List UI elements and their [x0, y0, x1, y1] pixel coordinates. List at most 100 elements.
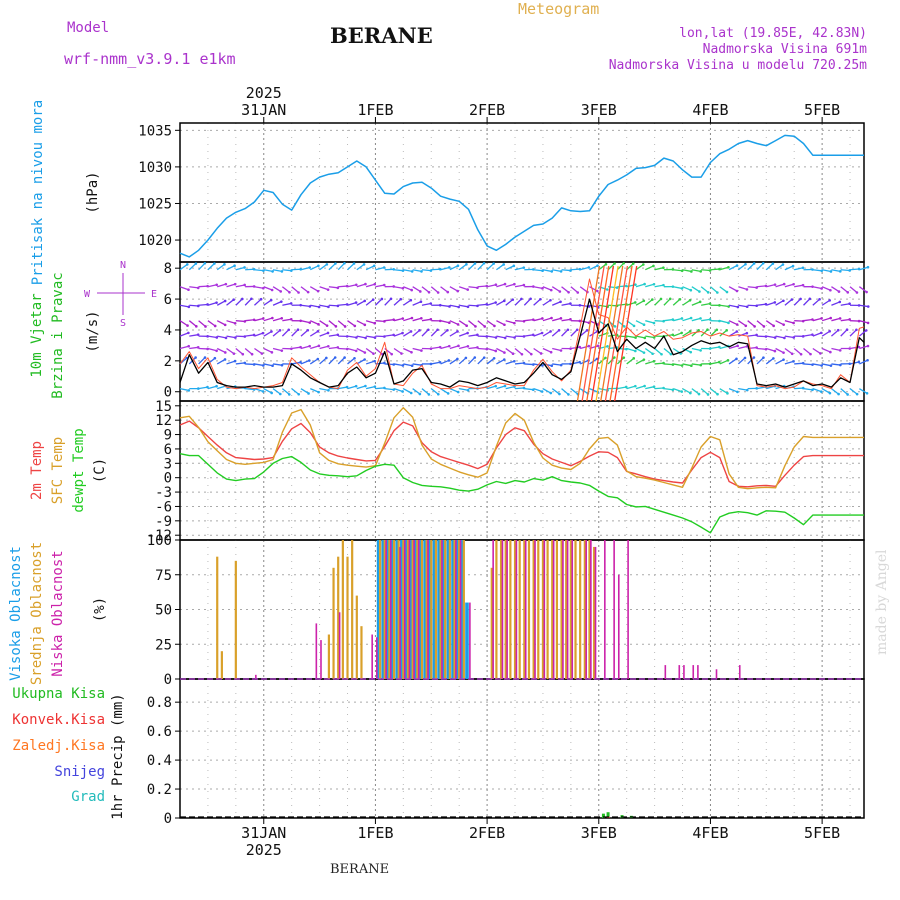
cloud-bar-srednja [555, 540, 558, 679]
wind-arrow [691, 317, 701, 322]
y-tick-label: -9 [155, 514, 172, 530]
wind-arrow [245, 334, 255, 337]
wind-arrow-head [223, 358, 227, 361]
cloud-bar-srednja [383, 540, 386, 679]
wind-arrow-head [708, 302, 712, 305]
cloud-bar-srednja [332, 567, 335, 679]
wind-arrow-head [652, 321, 656, 325]
wind-arrow-head [307, 392, 310, 395]
wind-arrow [207, 347, 217, 352]
wind-arrow [458, 357, 467, 365]
wind-arrow [198, 285, 208, 288]
wind-arrow [812, 347, 821, 354]
wind-arrow [365, 283, 375, 288]
wind-arrow [673, 317, 683, 322]
wind-arrow-head [466, 288, 470, 291]
wind-arrow [579, 286, 588, 293]
wind-arrow [840, 286, 849, 293]
wind-arrow-head [215, 301, 218, 304]
wind-arrow-head [325, 356, 328, 360]
wind-arrow [402, 299, 412, 306]
wind-arrow [403, 317, 413, 322]
wind-arrow [412, 329, 420, 337]
cloud-bar-niska [617, 574, 620, 679]
wind-arrow-head [215, 384, 218, 388]
wind-arrow-head [866, 321, 870, 325]
cloud-bar-srednja [593, 546, 596, 679]
wind-arrow [812, 269, 822, 272]
wind-arrow-head [727, 321, 730, 325]
y-tick-label: 50 [155, 603, 172, 619]
wind-arrow-head [503, 323, 506, 327]
wind-arrow [542, 317, 552, 322]
cloud-bar-srednja [504, 540, 507, 679]
wind-arrow-head [706, 328, 709, 332]
wind-arrow-head [513, 336, 516, 339]
y-tick-label: -3 [155, 485, 172, 501]
wind-arrow [654, 267, 664, 271]
wind-arrow [291, 329, 299, 337]
wind-arrow-head [828, 329, 832, 333]
wind-arrow [533, 347, 542, 355]
wind-arrow [803, 334, 813, 337]
wind-arrow-head [243, 283, 246, 287]
wind-arrow [551, 388, 560, 395]
cloud-bar-visoka [400, 540, 404, 679]
wind-arrow-head [483, 325, 487, 328]
wind-arrow [272, 388, 281, 395]
cloud-bar-niska [515, 540, 518, 679]
wind-arrow-head [502, 299, 506, 303]
wind-arrow [635, 359, 645, 365]
wind-arrow [328, 357, 336, 365]
time-label-bottom: 4FEB [692, 824, 728, 842]
wind-arrow-head [317, 305, 321, 309]
y-tick-label: 0.4 [147, 753, 172, 769]
cloud-bar-srednja [588, 540, 591, 679]
wind-arrow [626, 385, 636, 390]
wind-arrow-head [772, 324, 775, 328]
wind-arrow-head [643, 282, 646, 286]
wind-arrow-head [261, 390, 265, 393]
wind-arrow-head [652, 385, 656, 388]
wind-arrow-head [838, 270, 842, 273]
cloud-bar-srednja [537, 540, 540, 679]
wind-arrow [188, 263, 197, 271]
wind-arrow-head [773, 349, 777, 353]
wind-arrow [831, 363, 841, 366]
wind-arrow-head [559, 317, 563, 320]
wind-arrow [645, 283, 655, 288]
wind-arrow-head [353, 356, 356, 360]
wind-arrow [682, 286, 692, 291]
wind-arrow [645, 360, 655, 365]
wind-arrow [747, 320, 756, 327]
wind-arrow [542, 347, 552, 353]
wind-arrow [654, 284, 664, 288]
wind-arrow [254, 317, 264, 322]
wind-arrow-head [262, 286, 265, 290]
wind-arrow [505, 283, 515, 288]
y-tick-label: 6 [164, 292, 172, 308]
wind-arrow [179, 320, 188, 327]
wind-arrow [700, 286, 709, 293]
cloud-bar-visoka [386, 540, 390, 679]
wind-arrow [245, 363, 255, 366]
wind-arrow-head [782, 323, 785, 326]
wind-arrow [440, 329, 448, 337]
wind-arrow-head [659, 297, 663, 301]
wind-arrow [635, 347, 645, 354]
wind-arrow [477, 347, 487, 350]
wind-arrow [189, 304, 199, 307]
cloud-bar-srednja [355, 595, 358, 679]
wind-arrow-head [587, 266, 591, 269]
wind-arrow [338, 303, 348, 306]
wind-arrow-head [855, 291, 859, 294]
wind-arrow [514, 387, 525, 390]
wind-arrow [356, 283, 366, 288]
wind-arrow-head [494, 336, 498, 339]
wind-arrow-head [801, 283, 805, 287]
wind-arrow [272, 269, 283, 273]
cloud-bar-niska [255, 674, 257, 679]
wind-arrow-head [223, 263, 226, 266]
wind-arrow-head [820, 287, 823, 290]
